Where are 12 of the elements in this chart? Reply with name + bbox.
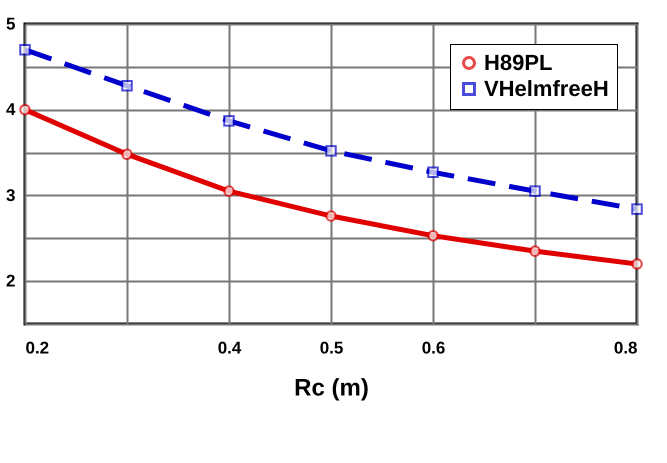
x-tick-label: 0.4 [218, 338, 242, 358]
x-tick-label: 0.8 [614, 338, 638, 358]
x-tick-label: 0.6 [422, 338, 446, 358]
y-tick-label: 4 [6, 100, 16, 120]
x-tick-label: 0.5 [320, 338, 344, 358]
y-tick-label: 2 [6, 272, 16, 291]
y-tick-label: 3 [6, 186, 16, 205]
y-tick-label: 5 [6, 14, 16, 34]
legend-label: H89PL [484, 50, 552, 75]
x-tick-label: 0.2 [26, 338, 50, 358]
legend-label: VHelmfreeH [484, 76, 609, 101]
x-axis-title: Rc (m) [294, 374, 369, 402]
